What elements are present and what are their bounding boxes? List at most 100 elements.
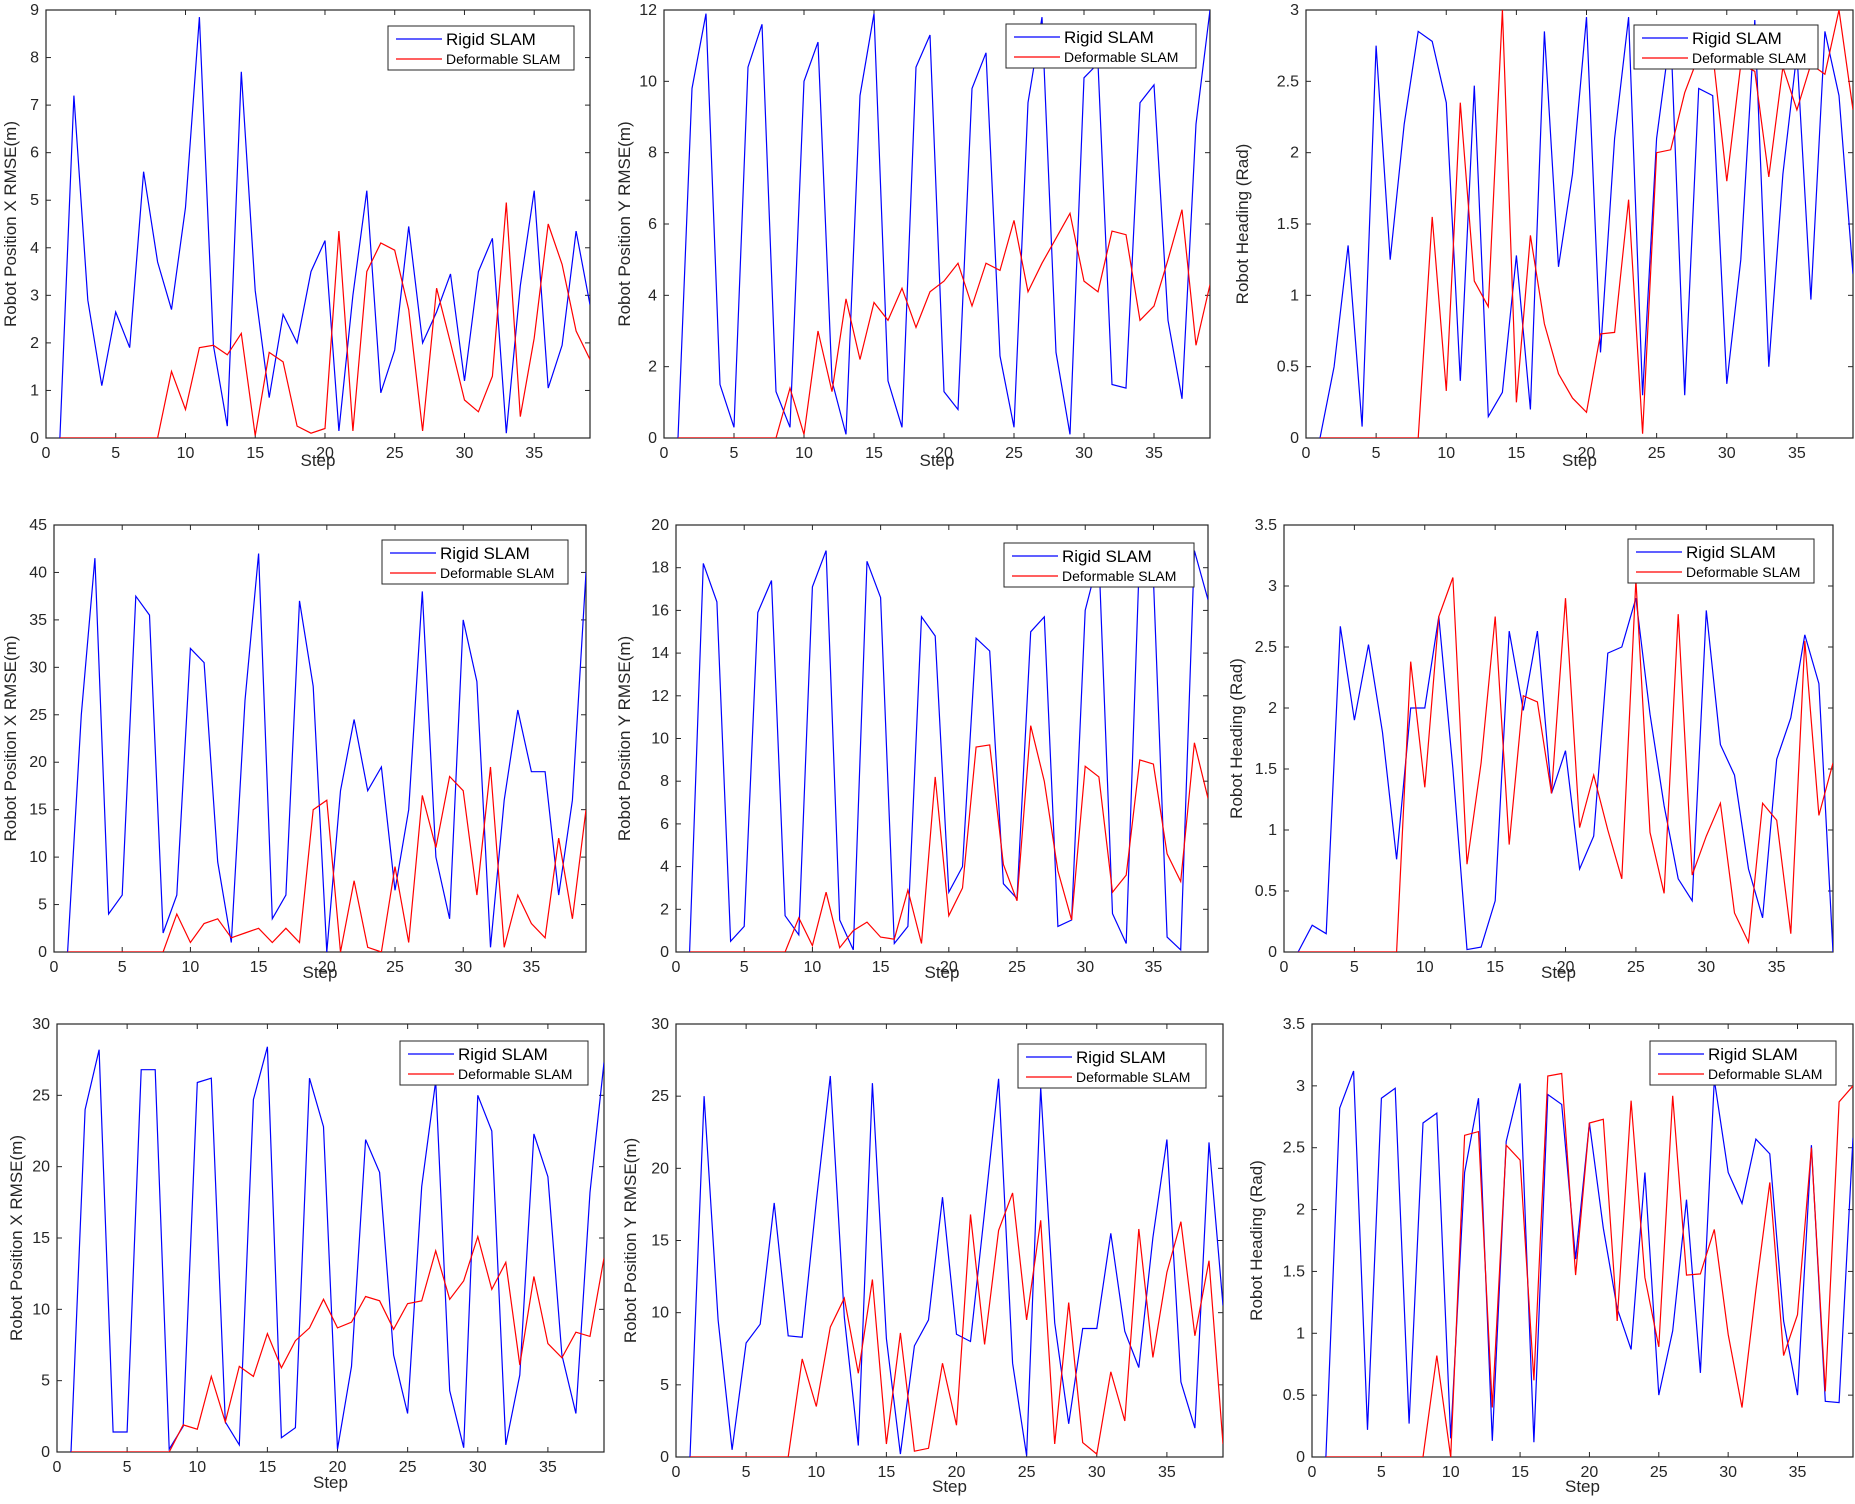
x-tick-label: 35 bbox=[1789, 1464, 1807, 1481]
y-tick-label: 5 bbox=[41, 1373, 50, 1390]
series-line-deformable-slam bbox=[1320, 10, 1853, 438]
chart-panel-7: 0 5 10 15 20 25 30 35 0 5 10 15 20 25 30 Step Robot Posi… bbox=[7, 1016, 605, 1492]
x-tick-label: 10 bbox=[804, 959, 822, 976]
legend-box bbox=[399, 1040, 589, 1086]
axes-box bbox=[1311, 1023, 1854, 1458]
x-tick-label: 10 bbox=[182, 959, 200, 976]
legend-label-rigid: Rigid SLAM bbox=[446, 30, 536, 49]
x-tick-label: 35 bbox=[539, 1459, 557, 1476]
y-tick-label: 35 bbox=[29, 612, 47, 629]
y-tick-label: 2.5 bbox=[1277, 73, 1299, 90]
x-tick-label: 0 bbox=[1308, 1464, 1317, 1481]
x-tick-label: 10 bbox=[807, 1464, 825, 1481]
legend: Rigid SLAM Deformable SLAM bbox=[1005, 23, 1197, 69]
x-tick-label: 5 bbox=[1372, 445, 1381, 462]
x-tick-label: 15 bbox=[872, 959, 890, 976]
series-line-deformable-slam bbox=[689, 725, 1208, 952]
y-tick-label: 0 bbox=[41, 1444, 50, 1461]
x-axis-label: Step bbox=[303, 963, 338, 982]
legend: Rigid SLAM Deformable SLAM bbox=[1649, 1040, 1837, 1086]
legend-label-rigid: Rigid SLAM bbox=[1686, 543, 1776, 562]
y-tick-label: 2.5 bbox=[1283, 1140, 1305, 1157]
y-tick-label: 2 bbox=[660, 901, 669, 918]
chart-panel-3: 0 5 10 15 20 25 30 35 0 0.5 1 1.5 2 2.5 3 Step Robot Hea… bbox=[1233, 2, 1854, 470]
legend-box bbox=[1003, 542, 1195, 588]
chart-panel-6: 0 5 10 15 20 25 30 35 0 0.5 1 1.5 2 2.5 3 3.5 Step Robot … bbox=[1227, 517, 1834, 982]
series-line-rigid-slam bbox=[1297, 598, 1833, 952]
x-axis-label: Step bbox=[313, 1473, 348, 1492]
x-tick-label: 35 bbox=[523, 959, 541, 976]
legend-label-rigid: Rigid SLAM bbox=[1692, 29, 1782, 48]
x-tick-label: 25 bbox=[1650, 1464, 1668, 1481]
y-tick-label: 1 bbox=[30, 382, 39, 399]
y-tick-label: 0 bbox=[1290, 430, 1299, 447]
y-tick-label: 4 bbox=[648, 287, 657, 304]
y-tick-label: 2 bbox=[648, 359, 657, 376]
legend: Rigid SLAM Deformable SLAM bbox=[381, 539, 569, 585]
legend-label-rigid: Rigid SLAM bbox=[1708, 1045, 1798, 1064]
y-tick-label: 3.5 bbox=[1283, 1016, 1305, 1033]
x-axis-label: Step bbox=[925, 963, 960, 982]
y-axis-label: Robot Heading (Rad) bbox=[1247, 1160, 1266, 1321]
y-axis-label: Robot Position Y RMSE(m) bbox=[621, 1138, 640, 1343]
x-tick-label: 0 bbox=[1280, 959, 1289, 976]
x-tick-label: 20 bbox=[935, 445, 953, 462]
x-tick-label: 35 bbox=[525, 445, 543, 462]
x-tick-label: 30 bbox=[454, 959, 472, 976]
series-line-rigid-slam bbox=[677, 10, 1210, 438]
chart-panel-9: 0 5 10 15 20 25 30 35 0 0.5 1 1.5 2 2.5 3 3.5 Step Robot … bbox=[1247, 1016, 1854, 1496]
y-tick-label: 6 bbox=[30, 145, 39, 162]
y-tick-label: 20 bbox=[651, 1160, 669, 1177]
y-tick-label: 2 bbox=[1290, 145, 1299, 162]
y-tick-label: 10 bbox=[29, 849, 47, 866]
y-axis-label: Robot Position X RMSE(m) bbox=[1, 636, 20, 842]
y-tick-label: 14 bbox=[651, 645, 669, 662]
y-tick-label: 0.5 bbox=[1277, 359, 1299, 376]
x-tick-label: 30 bbox=[1697, 959, 1715, 976]
legend-label-deformable: Deformable SLAM bbox=[440, 565, 554, 581]
y-tick-label: 20 bbox=[29, 754, 47, 771]
axes-box bbox=[1305, 9, 1854, 439]
legend-label-rigid: Rigid SLAM bbox=[1064, 28, 1154, 47]
legend-label-rigid: Rigid SLAM bbox=[1062, 547, 1152, 566]
y-tick-label: 3 bbox=[1296, 1078, 1305, 1095]
y-axis-label: Robot Heading (Rad) bbox=[1227, 658, 1246, 819]
y-tick-label: 15 bbox=[32, 1230, 50, 1247]
x-tick-label: 5 bbox=[118, 959, 127, 976]
x-tick-label: 15 bbox=[877, 1464, 895, 1481]
series-line-rigid-slam bbox=[70, 1046, 604, 1452]
legend-label-rigid: Rigid SLAM bbox=[458, 1045, 548, 1064]
y-tick-label: 3 bbox=[1268, 578, 1277, 595]
y-tick-label: 20 bbox=[651, 517, 669, 534]
y-axis-label: Robot Position X RMSE(m) bbox=[1, 121, 20, 327]
x-tick-label: 20 bbox=[948, 1464, 966, 1481]
series-line-rigid-slam bbox=[59, 17, 590, 438]
axes-box bbox=[56, 1023, 605, 1453]
legend-box bbox=[1005, 23, 1197, 69]
x-axis-label: Step bbox=[1565, 1477, 1600, 1496]
y-tick-label: 4 bbox=[30, 240, 39, 257]
y-tick-label: 0 bbox=[648, 430, 657, 447]
x-tick-label: 10 bbox=[1442, 1464, 1460, 1481]
x-tick-label: 25 bbox=[386, 959, 404, 976]
x-tick-label: 30 bbox=[1076, 959, 1094, 976]
y-tick-label: 30 bbox=[29, 659, 47, 676]
legend: Rigid SLAM Deformable SLAM bbox=[387, 25, 575, 71]
y-tick-label: 0 bbox=[38, 944, 47, 961]
legend-label-deformable: Deformable SLAM bbox=[1686, 564, 1800, 580]
x-tick-label: 15 bbox=[1511, 1464, 1529, 1481]
legend: Rigid SLAM Deformable SLAM bbox=[1627, 538, 1815, 584]
y-tick-label: 2.5 bbox=[1255, 639, 1277, 656]
x-tick-label: 15 bbox=[1486, 959, 1504, 976]
series-line-deformable-slam bbox=[71, 1234, 604, 1452]
x-tick-label: 35 bbox=[1145, 445, 1163, 462]
y-tick-label: 3 bbox=[1290, 2, 1299, 19]
x-tick-label: 0 bbox=[672, 959, 681, 976]
y-tick-label: 25 bbox=[32, 1087, 50, 1104]
legend-box bbox=[1633, 24, 1819, 70]
legend: Rigid SLAM Deformable SLAM bbox=[1633, 24, 1819, 70]
y-tick-label: 40 bbox=[29, 564, 47, 581]
x-tick-label: 10 bbox=[1437, 445, 1455, 462]
x-tick-label: 0 bbox=[53, 1459, 62, 1476]
y-tick-label: 1.5 bbox=[1255, 761, 1277, 778]
